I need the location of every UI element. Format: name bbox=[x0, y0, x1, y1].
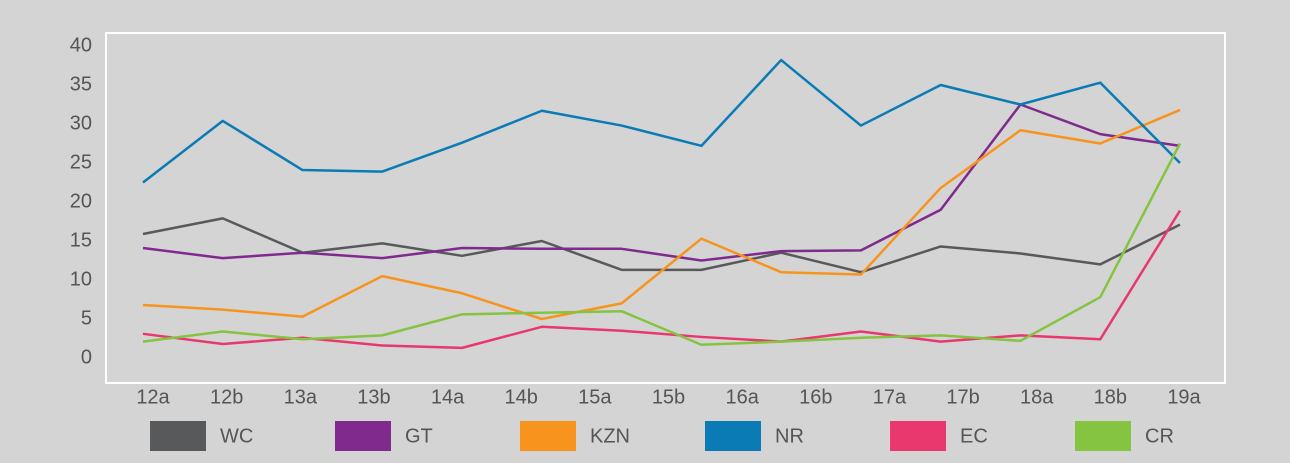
x-tick-label: 16b bbox=[799, 386, 832, 408]
legend-swatch bbox=[520, 421, 576, 451]
y-tick-label: 30 bbox=[70, 112, 92, 134]
series-line bbox=[142, 142, 1182, 346]
y-tick-label: 20 bbox=[70, 190, 92, 212]
x-tick-label: 17b bbox=[946, 386, 979, 408]
x-tick-label: 14a bbox=[431, 386, 465, 408]
x-tick-label: 13b bbox=[357, 386, 390, 408]
y-tick-label: 35 bbox=[70, 73, 92, 95]
y-tick-label: 10 bbox=[70, 268, 92, 290]
legend-label: KZN bbox=[590, 425, 630, 447]
x-tick-label: 19a bbox=[1167, 386, 1201, 408]
legend-label: WC bbox=[220, 425, 253, 447]
y-tick-label: 0 bbox=[81, 346, 92, 368]
y-tick-label: 40 bbox=[70, 34, 92, 56]
y-tick-label: 15 bbox=[70, 229, 92, 251]
legend-label: NR bbox=[775, 425, 804, 447]
series-line bbox=[142, 108, 1181, 321]
series-line bbox=[142, 58, 1181, 184]
series-line bbox=[142, 217, 1181, 274]
x-tick-label: 16a bbox=[725, 386, 759, 408]
x-tick-label: 18b bbox=[1094, 386, 1127, 408]
x-tick-label: 12b bbox=[210, 386, 243, 408]
legend-swatch bbox=[890, 421, 946, 451]
legend-swatch bbox=[335, 421, 391, 451]
plot-frame bbox=[105, 32, 1226, 384]
y-tick-label: 25 bbox=[70, 151, 92, 173]
x-tick-label: 12a bbox=[136, 386, 170, 408]
legend-swatch bbox=[1075, 421, 1131, 451]
legend-swatch bbox=[705, 421, 761, 451]
x-tick-label: 17a bbox=[873, 386, 907, 408]
legend-label: CR bbox=[1145, 425, 1174, 447]
x-tick-label: 18a bbox=[1020, 386, 1054, 408]
x-tick-label: 15a bbox=[578, 386, 612, 408]
series-line bbox=[142, 103, 1181, 262]
x-tick-label: 13a bbox=[284, 386, 318, 408]
legend-swatch bbox=[150, 421, 206, 451]
legend-label: GT bbox=[405, 425, 433, 447]
legend-label: EC bbox=[960, 425, 988, 447]
x-tick-label: 14b bbox=[505, 386, 538, 408]
y-tick-label: 5 bbox=[81, 307, 92, 329]
x-tick-label: 15b bbox=[652, 386, 685, 408]
